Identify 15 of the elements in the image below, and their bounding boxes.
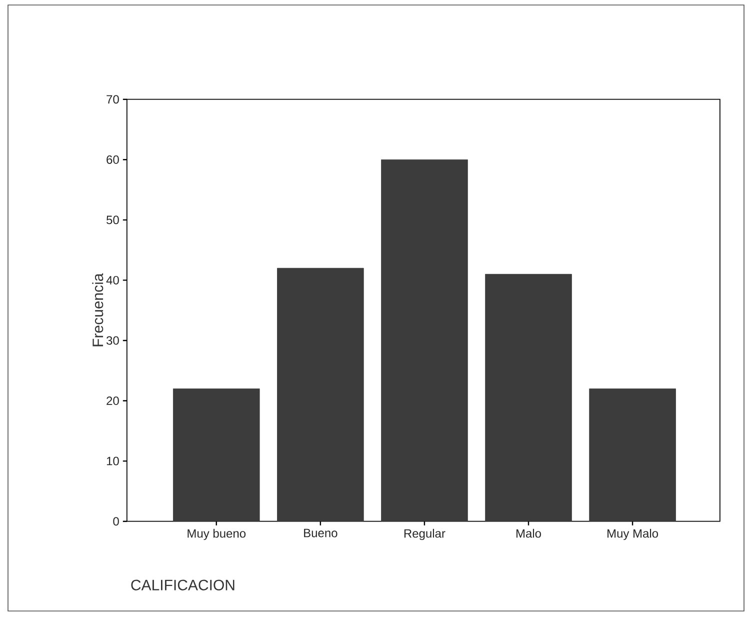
y-tick-label: 70	[106, 95, 119, 104]
y-tick-label: 10	[106, 456, 119, 466]
x-tick-label: Malo	[516, 528, 541, 538]
x-tick-label: Muy bueno	[188, 528, 246, 540]
y-axis-title: Frecuencia	[92, 273, 104, 346]
y-tick-label: 30	[106, 336, 119, 345]
y-tick-label: 50	[106, 216, 119, 224]
y-tick-label: 0	[113, 517, 119, 526]
x-tick-label: Regular	[404, 528, 446, 540]
y-tick-label: 20	[106, 396, 119, 406]
y-tick-label: 60	[106, 155, 119, 164]
x-axis-title: CALIFICACION	[131, 580, 234, 590]
y-tick-label: 40	[106, 276, 119, 284]
x-tick-label: Muy Malo	[608, 528, 658, 540]
x-tick-label: Bueno	[304, 528, 338, 538]
